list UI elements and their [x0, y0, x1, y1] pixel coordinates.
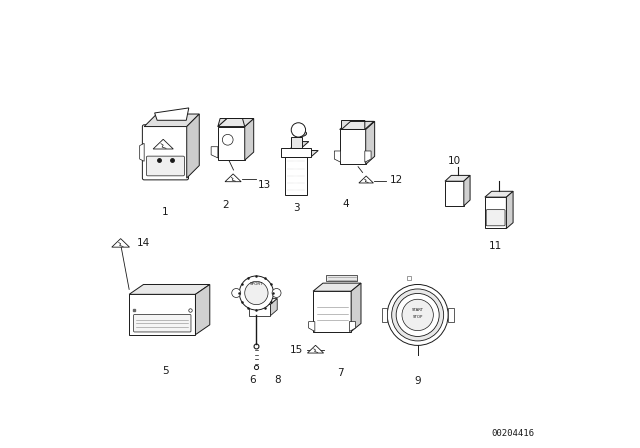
Text: 4: 4 [342, 199, 349, 209]
Ellipse shape [293, 130, 307, 137]
Polygon shape [359, 176, 373, 183]
Polygon shape [365, 151, 371, 162]
Text: 2: 2 [223, 200, 229, 210]
Polygon shape [129, 284, 210, 294]
Polygon shape [485, 197, 506, 228]
Polygon shape [282, 151, 318, 157]
Polygon shape [291, 142, 308, 148]
Polygon shape [334, 151, 340, 162]
Polygon shape [291, 137, 301, 148]
Text: 7: 7 [337, 368, 344, 378]
Polygon shape [155, 108, 189, 120]
FancyBboxPatch shape [486, 210, 505, 226]
Text: 3: 3 [293, 203, 300, 213]
Polygon shape [153, 139, 173, 149]
Polygon shape [365, 121, 374, 164]
Polygon shape [349, 322, 356, 332]
Circle shape [392, 289, 444, 341]
Polygon shape [313, 283, 361, 291]
Polygon shape [244, 118, 253, 160]
Text: STOP: STOP [412, 315, 423, 319]
Circle shape [396, 293, 439, 336]
Text: 11: 11 [489, 241, 502, 250]
Text: 14: 14 [136, 238, 150, 248]
Polygon shape [307, 345, 324, 353]
Polygon shape [308, 322, 315, 332]
Polygon shape [340, 129, 365, 164]
Polygon shape [249, 298, 277, 305]
Text: 6: 6 [250, 375, 256, 385]
Polygon shape [282, 148, 311, 157]
Text: 5: 5 [162, 366, 169, 376]
FancyBboxPatch shape [134, 314, 191, 332]
Polygon shape [342, 121, 374, 129]
Circle shape [239, 276, 273, 310]
Text: 9: 9 [414, 376, 421, 386]
Polygon shape [313, 291, 351, 332]
Polygon shape [285, 157, 307, 195]
Polygon shape [326, 275, 357, 281]
Polygon shape [485, 191, 513, 197]
Text: 00204416: 00204416 [491, 429, 534, 438]
Polygon shape [225, 174, 241, 182]
Text: 15: 15 [290, 345, 303, 355]
FancyBboxPatch shape [142, 125, 189, 180]
Text: 1: 1 [162, 207, 169, 217]
Polygon shape [218, 118, 253, 126]
Polygon shape [382, 308, 387, 322]
Polygon shape [211, 146, 218, 158]
Polygon shape [112, 239, 129, 247]
Circle shape [402, 299, 433, 331]
Text: SPORT: SPORT [250, 282, 263, 286]
Text: 10: 10 [448, 156, 461, 166]
Polygon shape [445, 181, 464, 206]
Polygon shape [195, 284, 210, 335]
FancyBboxPatch shape [147, 156, 184, 176]
Polygon shape [271, 298, 277, 315]
Circle shape [291, 123, 305, 137]
Polygon shape [351, 283, 361, 332]
Circle shape [272, 289, 281, 297]
Polygon shape [448, 308, 454, 322]
Polygon shape [218, 126, 244, 160]
Text: 12: 12 [390, 175, 403, 185]
Circle shape [387, 284, 448, 345]
Polygon shape [249, 305, 271, 315]
Text: 13: 13 [258, 181, 271, 190]
Circle shape [244, 281, 268, 305]
Polygon shape [445, 176, 470, 181]
Text: 8: 8 [274, 375, 281, 385]
Polygon shape [140, 143, 144, 161]
Polygon shape [340, 121, 374, 129]
Text: START: START [412, 309, 424, 312]
Polygon shape [187, 114, 199, 178]
Polygon shape [464, 176, 470, 206]
Polygon shape [144, 114, 199, 126]
Polygon shape [218, 118, 253, 126]
Polygon shape [129, 294, 195, 335]
Circle shape [232, 289, 241, 297]
Polygon shape [506, 191, 513, 228]
